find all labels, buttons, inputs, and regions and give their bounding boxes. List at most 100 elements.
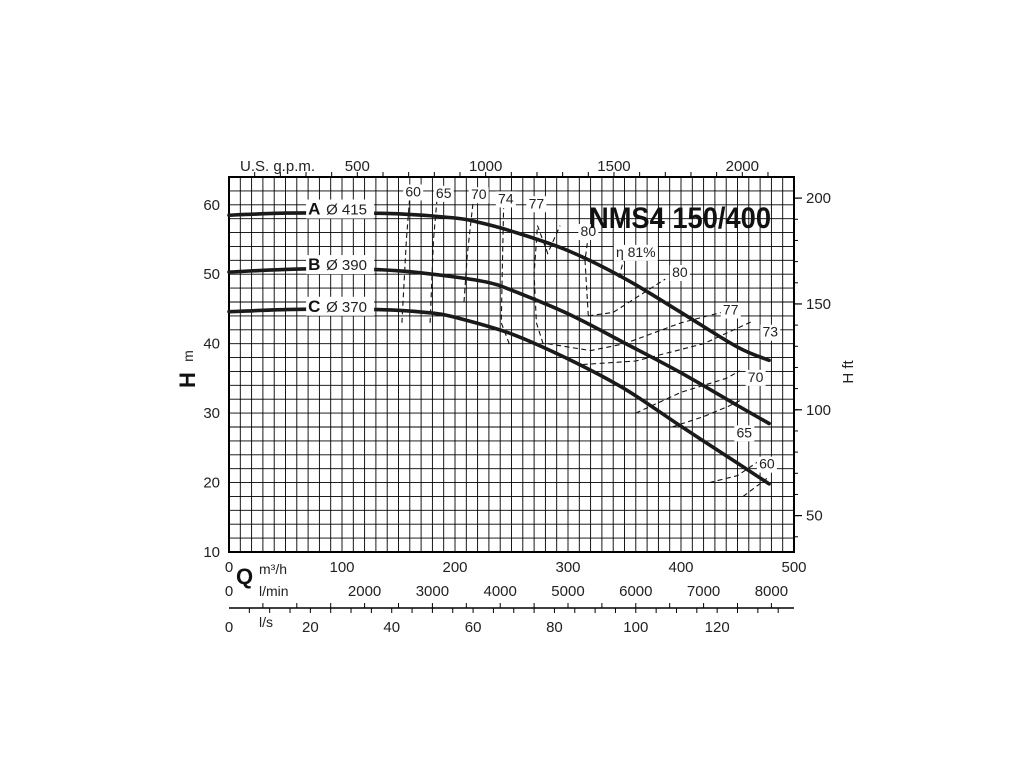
iso-label-bg: [613, 244, 658, 261]
iso-label-bg: [760, 324, 781, 341]
lmin-tick-label: 8000: [755, 583, 788, 600]
ls-axis-unit: l/s: [259, 614, 273, 630]
iso-label-bg: [669, 265, 690, 281]
efficiency-curve: [671, 400, 741, 428]
lmin-tick-label: 3000: [416, 583, 449, 600]
m3h-tick-label: 200: [442, 559, 467, 576]
iso-label: 65: [436, 185, 452, 201]
efficiency-curve: [401, 196, 411, 323]
chart-grid: [229, 177, 794, 552]
y-axis-label: H: [175, 372, 200, 388]
m3h-tick-label: 400: [668, 559, 693, 576]
ls-tick-label: 40: [383, 619, 400, 636]
iso-label-bg: [433, 185, 454, 202]
efficiency-curve: [429, 200, 438, 323]
curve-letter: A: [308, 200, 320, 219]
iso-label-bg: [578, 224, 599, 241]
iso-label-bg: [734, 425, 755, 442]
m3h-axis-unit: m³/h: [259, 561, 287, 577]
efficiency-curve: [584, 235, 589, 316]
y-tick-label: 60: [203, 197, 220, 214]
efficiency-curves: [401, 196, 768, 497]
iso-label-bg: [745, 369, 766, 386]
ft-axis: 50 100 150 200: [794, 190, 831, 538]
y-axis-unit: m: [180, 350, 196, 362]
curve-letter: C: [308, 297, 320, 316]
y-tick-label: 30: [203, 405, 220, 422]
lmin-tick-label: 5000: [551, 583, 584, 600]
head-curves: [227, 211, 771, 486]
ls-tick-label: 60: [465, 619, 482, 636]
efficiency-curve: [709, 459, 761, 484]
y-tick-label: 20: [203, 475, 220, 492]
curve-labels: A Ø 415 B Ø 390 C Ø 370: [306, 199, 375, 316]
lmin-tick-label: 0: [225, 583, 233, 600]
curve-label-bg: [306, 296, 375, 316]
iso-label: 77: [723, 302, 739, 318]
iso-label: 60: [405, 183, 421, 199]
iso-label-bg: [403, 184, 424, 201]
efficiency-curve: [635, 370, 741, 414]
head-curve-c: [227, 307, 771, 486]
m3h-tick-label: 0: [225, 559, 233, 576]
iso-label-bg: [468, 187, 489, 204]
m-axis: 10 20 30 40 50 60: [203, 197, 220, 561]
lmin-axis: 0 2000 3000 4000 5000 6000 7000 8000: [225, 583, 788, 608]
m3h-tick-label: 300: [555, 559, 580, 576]
chart-title: NMS4 150/400: [589, 202, 771, 235]
lmin-tick-label: 7000: [687, 583, 720, 600]
ft-axis-label: H ft: [840, 360, 857, 384]
iso-label-bg: [756, 456, 777, 473]
lmin-axis-unit: l/min: [259, 583, 289, 599]
ft-tick-label: 150: [806, 296, 831, 313]
curve-diameter: Ø 370: [326, 299, 367, 316]
iso-label: 80: [672, 264, 688, 280]
iso-label: 70: [748, 369, 764, 385]
head-curve-b: [227, 266, 771, 426]
ft-tick-label: 50: [806, 508, 823, 525]
x-axis-label: Q: [236, 564, 253, 589]
iso-label: 74: [498, 190, 514, 206]
iso-label: 80: [581, 223, 597, 239]
ls-axis: 0 20 40 60 80 100 120: [225, 608, 779, 636]
efficiency-curve: [742, 477, 768, 497]
ls-tick-label: 100: [623, 619, 648, 636]
curve-diameter: Ø 415: [326, 202, 367, 219]
efficiency-labels: 60 65 70 74 77 80 η 81% 80 77 73 70 65 60: [403, 183, 781, 473]
m3h-tick-label: 100: [329, 559, 354, 576]
gpm-tick-label: 2000: [726, 158, 759, 175]
curve-label-bg: [306, 199, 375, 219]
iso-label-bg: [495, 191, 516, 208]
gpm-tick-label: 1000: [469, 158, 502, 175]
gpm-tick-label: 500: [345, 158, 370, 175]
efficiency-curve: [463, 201, 474, 303]
lmin-tick-label: 6000: [619, 583, 652, 600]
ls-tick-label: 80: [546, 619, 563, 636]
curve-diameter: Ø 390: [326, 257, 367, 274]
iso-label: 65: [736, 424, 752, 440]
iso-label: 60: [759, 456, 775, 472]
iso-label: 77: [529, 195, 545, 211]
iso-label: 73: [762, 324, 778, 340]
ft-tick-label: 200: [806, 190, 831, 207]
iso-label-bg: [720, 302, 741, 319]
iso-label: 70: [471, 186, 487, 202]
gpm-axis-unit: U.S. g.p.m.: [240, 158, 315, 175]
efficiency-curve: [533, 225, 561, 344]
curve-label-bg: [306, 255, 375, 275]
iso-label-bg: [526, 196, 547, 213]
y-tick-label: 10: [203, 544, 220, 561]
curve-letter: B: [308, 255, 320, 274]
y-tick-label: 50: [203, 266, 220, 283]
iso-label: η 81%: [616, 244, 656, 260]
gpm-tick-label: 1500: [597, 158, 630, 175]
efficiency-curve: [582, 320, 753, 366]
ft-tick-label: 100: [806, 402, 831, 419]
m3h-axis: 0 100 200 300 400 500: [225, 559, 807, 576]
ls-tick-label: 0: [225, 619, 233, 636]
gpm-axis: 500 1000 1500 2000: [254, 158, 769, 177]
y-tick-label: 40: [203, 336, 220, 353]
ls-tick-label: 20: [302, 619, 319, 636]
lmin-tick-label: 4000: [484, 583, 517, 600]
